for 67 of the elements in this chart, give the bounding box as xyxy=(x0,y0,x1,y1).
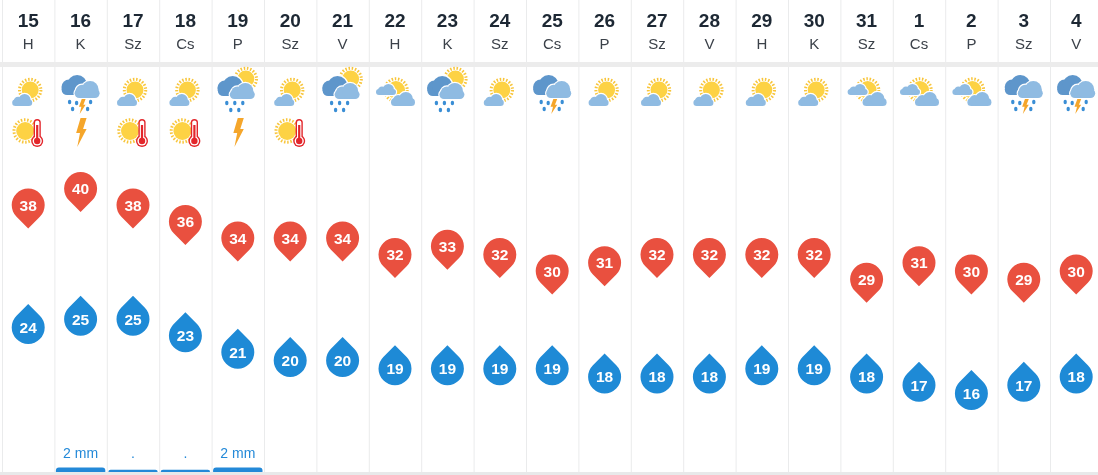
x-tick-label: 20 Sz xyxy=(279,10,301,52)
data-label: 20 xyxy=(333,352,352,369)
data-label: 32 xyxy=(700,246,719,264)
x-tick-label: 2 P xyxy=(966,10,977,52)
data-label: 32 xyxy=(805,246,823,264)
data-label: 19 xyxy=(386,360,404,378)
x-tick-label: 28 V xyxy=(698,10,720,52)
data-label: 18 xyxy=(700,368,719,386)
data-label: 18 xyxy=(857,368,876,386)
data-label: . xyxy=(131,445,135,461)
data-label: 19 xyxy=(753,360,771,378)
data-label: 33 xyxy=(438,237,457,255)
x-tick-label: 25 Cs xyxy=(541,10,564,52)
data-label: 23 xyxy=(176,327,195,345)
data-label: 19 xyxy=(491,360,509,378)
data-label: 32 xyxy=(648,246,666,264)
data-label: 31 xyxy=(910,254,928,272)
x-tick-label: 23 K xyxy=(436,10,458,52)
x-tick-label: 26 P xyxy=(594,10,616,52)
data-label: 34 xyxy=(229,229,247,247)
x-tick-label: 24 Sz xyxy=(489,10,511,52)
data-label: 18 xyxy=(648,368,666,386)
x-tick-label: 31 Sz xyxy=(856,10,878,52)
data-label: 24 xyxy=(19,319,38,336)
data-label: 32 xyxy=(491,246,509,264)
x-tick-label: 19 P xyxy=(227,10,249,52)
data-label: 19 xyxy=(438,360,457,378)
data-label: 2 mm xyxy=(220,445,256,461)
x-tick-label: 15 H xyxy=(17,10,40,52)
x-tick-label: 29 H xyxy=(751,10,773,52)
data-label: 31 xyxy=(595,254,614,272)
data-label: 20 xyxy=(281,352,299,369)
x-tick-label: 17 Sz xyxy=(122,10,144,52)
data-label: 19 xyxy=(805,360,824,378)
x-tick-label: 27 Sz xyxy=(646,10,668,52)
data-label: 17 xyxy=(1015,376,1033,394)
x-tick-label: 4 V xyxy=(1070,10,1082,52)
data-label: 30 xyxy=(543,262,561,280)
data-label: 17 xyxy=(910,376,928,394)
data-label: 40 xyxy=(71,180,90,198)
data-label: 34 xyxy=(333,229,352,247)
data-label: 38 xyxy=(124,196,142,214)
data-label: 34 xyxy=(281,229,300,247)
data-label: 2 mm xyxy=(63,445,99,461)
data-label: 21 xyxy=(229,343,247,361)
data-label: 25 xyxy=(71,310,90,328)
data-label: 18 xyxy=(595,368,614,386)
x-tick-label: 1 Cs xyxy=(909,10,929,52)
x-tick-label: 3 Sz xyxy=(1015,10,1033,52)
data-label: 29 xyxy=(857,270,876,288)
data-label: 18 xyxy=(1067,368,1086,386)
data-label: 32 xyxy=(386,246,404,264)
data-label: 30 xyxy=(962,262,981,280)
data-label: 32 xyxy=(753,246,771,264)
x-tick-label: 21 V xyxy=(332,10,354,52)
data-label: 29 xyxy=(1015,270,1033,288)
x-tick-label: 18 Cs xyxy=(174,10,196,52)
x-tick-label: 16 K xyxy=(70,10,92,52)
data-label: 36 xyxy=(176,213,195,231)
x-tick-label: 30 K xyxy=(803,10,825,52)
data-label: 30 xyxy=(1067,262,1085,280)
x-tick-label: 22 H xyxy=(384,10,406,52)
data-label: 19 xyxy=(543,360,562,378)
data-label: 38 xyxy=(19,196,38,214)
data-label: 16 xyxy=(962,385,981,402)
data-label: . xyxy=(183,445,188,461)
data-label: 25 xyxy=(124,310,142,328)
